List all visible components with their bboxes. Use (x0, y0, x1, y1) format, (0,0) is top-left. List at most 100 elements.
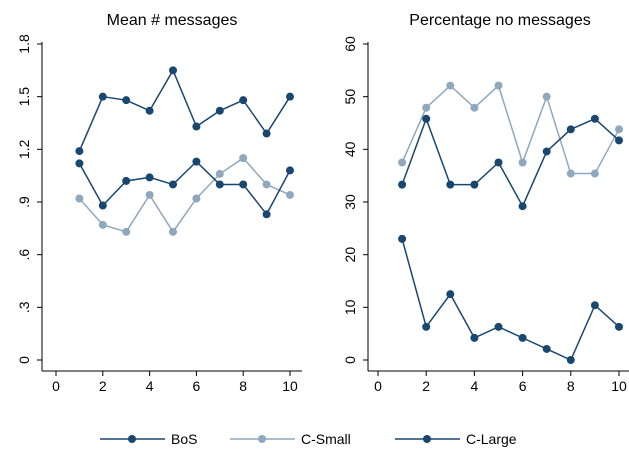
legend-label: BoS (171, 431, 197, 447)
data-point-c-small (518, 158, 527, 167)
data-point-c-small (286, 190, 294, 199)
y-tick-label: 30 (342, 194, 358, 210)
data-point-c-large (470, 180, 479, 189)
x-tick-label: 0 (52, 378, 60, 394)
y-tick-label: 20 (342, 247, 358, 263)
data-point-c-large (192, 157, 201, 166)
y-tick-label: .9 (16, 196, 32, 208)
series-layer (75, 66, 294, 236)
data-point-bos (615, 322, 623, 331)
data-point-bos (518, 333, 527, 342)
data-point-c-large (145, 173, 154, 182)
data-point-c-small (262, 180, 271, 189)
data-point-c-large (494, 158, 503, 167)
data-point-c-large (590, 114, 599, 123)
data-point-c-small (239, 154, 248, 163)
legend-marker (128, 435, 136, 443)
y-tick-label: 1.8 (16, 34, 32, 54)
data-point-c-large (75, 159, 84, 168)
data-point-c-small (398, 158, 407, 167)
series-line-c-large (78, 160, 291, 216)
x-tick-label: 2 (422, 378, 430, 394)
y-tick-label: .3 (16, 301, 32, 313)
data-point-c-large (262, 210, 271, 219)
legend: BoS C-Small C-Large (100, 431, 517, 447)
y-tick-label: 0 (342, 356, 358, 364)
data-point-c-large (398, 180, 407, 189)
data-point-c-small (98, 220, 107, 229)
y-tick-label: 40 (342, 141, 358, 157)
data-point-bos (286, 92, 294, 101)
data-point-bos (215, 106, 224, 115)
x-tick-label: 2 (99, 378, 107, 394)
mean-messages-panel: Mean # messages 0 2 4 6 8 10 0 .3 .6 .9 1.2 1.5 1.8 (16, 12, 302, 394)
x-tick-label: 0 (374, 378, 382, 394)
axis-ticks: 0 2 4 6 8 10 0 .3 .6 .9 1.2 1.5 1.8 (16, 34, 298, 394)
data-point-c-small (122, 227, 131, 236)
series-line-bos (78, 68, 291, 152)
data-point-c-small (494, 81, 503, 90)
data-point-bos (145, 106, 154, 115)
data-point-bos (470, 333, 479, 342)
data-point-bos (169, 66, 177, 75)
data-point-c-small (566, 169, 575, 178)
y-tick-label: .6 (16, 249, 32, 261)
series-line-bos (401, 238, 620, 361)
x-tick-label: 4 (471, 378, 479, 394)
data-point-bos (75, 147, 84, 156)
legend-item-c-large: C-Large (395, 431, 517, 447)
data-point-c-large (98, 201, 107, 210)
data-point-c-large (122, 176, 131, 185)
chart-title: Percentage no messages (409, 12, 590, 29)
data-point-c-large (615, 136, 623, 145)
x-tick-label: 10 (282, 378, 298, 394)
y-tick-label: 50 (342, 89, 358, 105)
data-point-c-large (542, 147, 551, 156)
legend-label: C-Large (466, 431, 517, 447)
data-point-bos (446, 290, 455, 299)
x-tick-label: 6 (193, 378, 201, 394)
series-line-c-small (401, 84, 620, 175)
chart-title: Mean # messages (107, 12, 238, 29)
series-c-large (75, 157, 294, 219)
series-c-large (398, 114, 623, 211)
data-point-bos (122, 96, 131, 105)
data-point-bos (542, 344, 551, 353)
data-point-bos (239, 96, 248, 105)
data-point-c-small (75, 194, 84, 203)
legend-marker (258, 435, 266, 443)
x-tick-label: 8 (239, 378, 247, 394)
series-c-small (75, 154, 294, 236)
x-tick-label: 8 (567, 378, 575, 394)
axis-ticks: 0 2 4 6 8 10 0 10 20 30 40 50 60 (342, 36, 627, 394)
legend-item-c-small: C-Small (230, 431, 351, 447)
data-point-c-large (239, 180, 248, 189)
data-point-bos (494, 322, 503, 331)
data-point-c-large (215, 180, 224, 189)
x-tick-label: 10 (611, 378, 627, 394)
x-tick-label: 6 (519, 378, 527, 394)
data-point-bos (262, 129, 271, 138)
legend-item-bos: BoS (100, 431, 197, 447)
data-point-c-small (542, 92, 551, 101)
data-point-c-large (518, 202, 527, 211)
data-point-c-small (215, 169, 224, 178)
y-tick-label: 10 (342, 299, 358, 315)
data-point-bos (98, 92, 107, 101)
y-tick-label: 60 (342, 36, 358, 52)
data-point-bos (566, 356, 575, 364)
data-point-c-large (422, 114, 431, 123)
data-point-bos (590, 301, 599, 310)
data-point-c-large (286, 166, 294, 175)
series-bos (75, 66, 294, 156)
series-layer (398, 81, 623, 364)
data-point-c-small (590, 169, 599, 178)
percentage-no-messages-panel: Percentage no messages 0 2 4 6 8 10 0 10 20 30 40 5… (342, 12, 629, 394)
legend-label: C-Small (301, 431, 351, 447)
series-c-small (398, 81, 623, 178)
data-point-c-small (422, 103, 431, 112)
series-line-c-small (78, 157, 291, 234)
data-point-bos (192, 122, 201, 131)
y-tick-label: 1.2 (16, 139, 32, 159)
